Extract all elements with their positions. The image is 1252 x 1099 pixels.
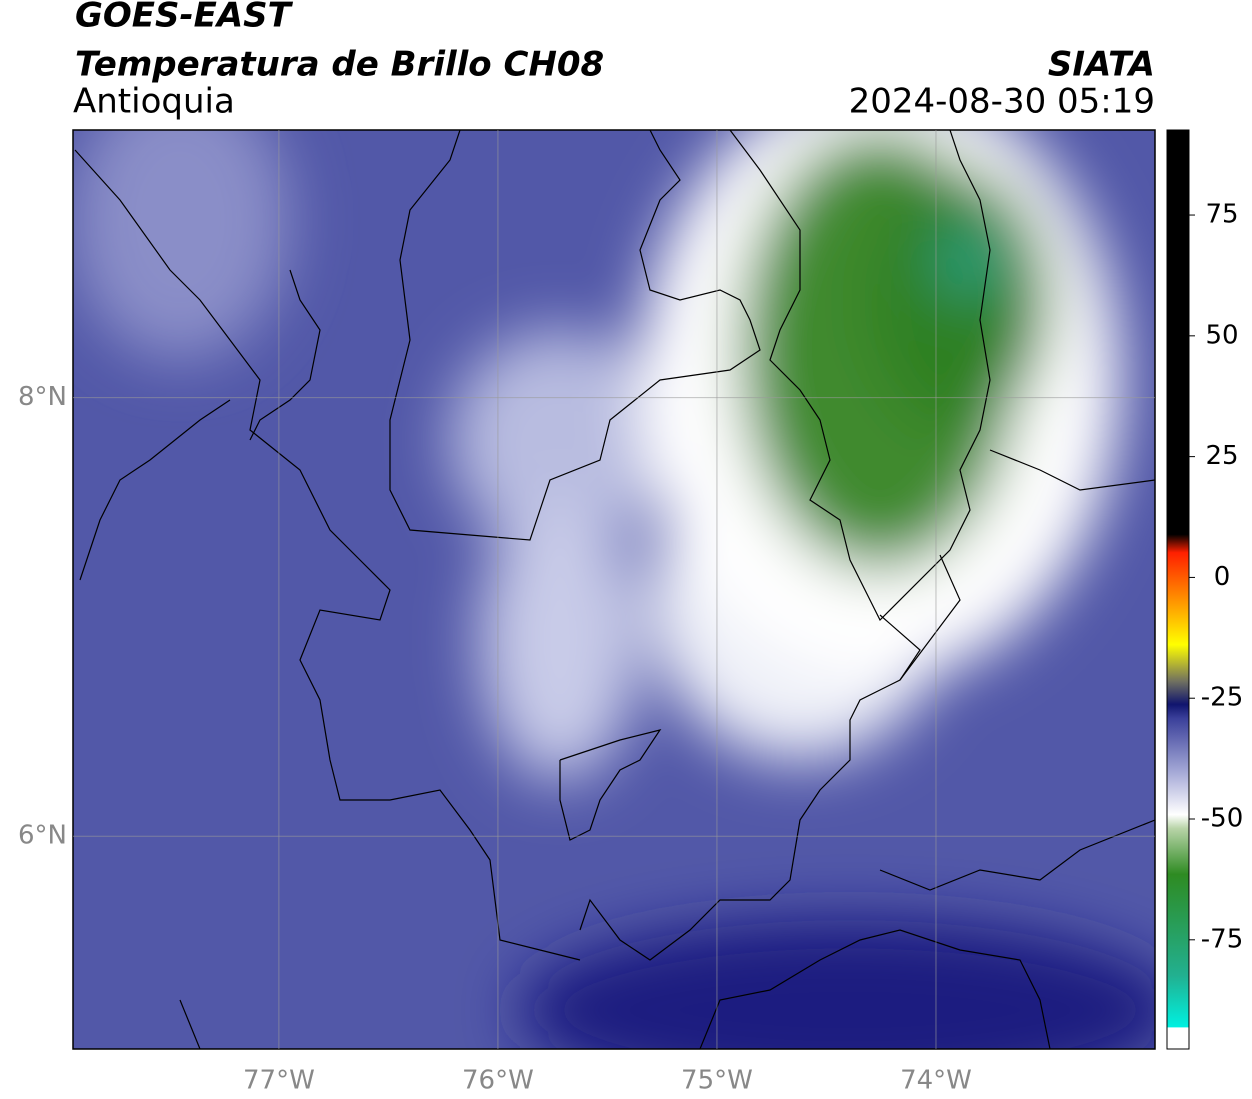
datetime: 2024-08-30 05:19 <box>849 82 1155 122</box>
x-tick-label: 76°W <box>462 1066 534 1096</box>
colorbar-tick-label: 50 <box>1205 320 1238 350</box>
colorbar-tick-label: 0 <box>1214 562 1231 592</box>
x-tick-label: 77°W <box>243 1066 315 1096</box>
colorbar-tick-label: 75 <box>1205 200 1238 230</box>
colorbar-tick-label: 25 <box>1205 441 1238 471</box>
y-tick-label: 8°N <box>18 382 67 412</box>
colorbar-tick-label: -75 <box>1201 924 1243 954</box>
borders <box>74 130 1155 1049</box>
subtitle: Temperatura de Brillo CH08 <box>75 45 604 85</box>
region: Antioquia <box>73 82 235 122</box>
x-tick-label: 75°W <box>681 1066 753 1096</box>
cloud-field <box>73 130 1155 1049</box>
title: GOES-EAST <box>75 0 294 36</box>
colorbar-tick-label: -25 <box>1201 683 1243 713</box>
colorbar <box>1166 129 1190 1050</box>
map-field <box>73 130 1155 1049</box>
y-tick-label: 6°N <box>18 821 67 851</box>
colorbar-tick-label: -50 <box>1201 804 1243 834</box>
source: SIATA <box>1048 45 1155 85</box>
x-tick-label: 74°W <box>900 1066 972 1096</box>
map-frame <box>72 129 1156 1050</box>
